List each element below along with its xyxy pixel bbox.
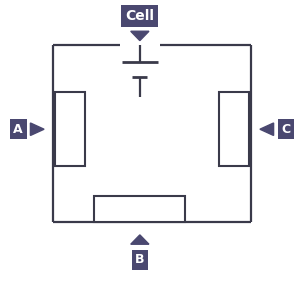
Text: B: B	[135, 253, 145, 266]
Polygon shape	[131, 235, 149, 244]
Text: C: C	[281, 123, 290, 136]
Polygon shape	[131, 31, 149, 41]
Polygon shape	[30, 123, 44, 135]
Text: A: A	[13, 123, 23, 136]
Polygon shape	[260, 123, 274, 135]
Bar	[94, 196, 185, 222]
Bar	[219, 92, 249, 166]
Text: Cell: Cell	[125, 9, 154, 23]
Bar	[55, 92, 85, 166]
